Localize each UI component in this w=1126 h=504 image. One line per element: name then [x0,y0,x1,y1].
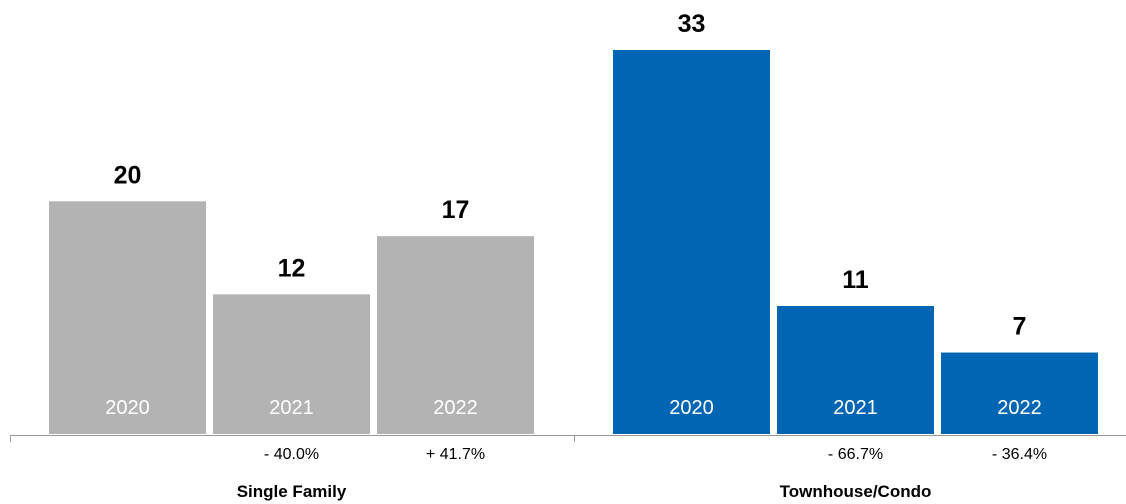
value-label: 33 [678,10,706,38]
change-label: + 41.7% [426,446,485,463]
year-label: 2020 [105,397,150,419]
change-label: - 36.4% [992,446,1047,463]
value-label: 20 [114,161,142,189]
year-label: 2020 [669,397,714,419]
value-label: 17 [442,196,470,224]
year-label: 2022 [997,397,1042,419]
bar-townhouse-condo-2022 [941,352,1098,434]
change-label: - 40.0% [264,446,319,463]
x-axis [10,435,1126,442]
year-label: 2021 [833,397,878,419]
year-label: 2022 [433,397,478,419]
bar-townhouse-condo-2021 [777,306,934,434]
value-label: 12 [278,254,306,282]
change-label: - 66.7% [828,446,883,463]
group-label: Townhouse/Condo [780,482,932,501]
bar-townhouse-condo-2020 [613,50,770,434]
bars-layer [49,50,1098,434]
year-label: 2021 [269,397,314,419]
bar-single-family-2021 [213,294,370,434]
bar-single-family-2022 [377,236,534,434]
group-label: Single Family [237,482,347,501]
bar-single-family-2020 [49,201,206,434]
value-label: 7 [1013,313,1027,341]
value-label: 11 [842,266,869,294]
